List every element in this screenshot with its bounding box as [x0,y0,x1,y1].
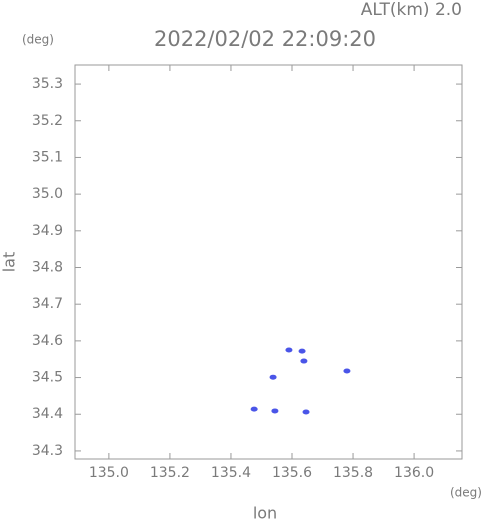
echo-point [343,368,351,374]
x-tick-label: 135.8 [333,465,373,481]
x-axis-label: lon [253,504,277,521]
echo-point [298,348,306,354]
y-unit: (deg) [22,33,54,47]
echo-point [302,409,310,415]
chart-title: 2022/02/02 22:09:20 [154,27,376,51]
echo-point [271,408,279,414]
y-tick-label: 35.0 [32,186,63,202]
y-tick-label: 34.6 [32,333,63,349]
y-tick-label: 34.5 [32,370,63,386]
y-axis-label: lat [0,252,19,273]
echo-point [269,374,277,380]
x-tick-label: 135.6 [272,465,312,481]
echo-point [300,358,308,364]
x-tick-label: 135.0 [89,465,129,481]
y-tick-label: 34.9 [32,223,63,239]
y-tick-label: 34.4 [32,406,63,422]
x-unit: (deg) [450,486,482,500]
y-tick-label: 35.1 [32,149,63,165]
x-tick-label: 136.0 [394,465,434,481]
y-tick-label: 35.2 [32,113,63,129]
x-tick-label: 135.4 [211,465,251,481]
y-tick-label: 35.3 [32,76,63,92]
altitude-label: ALT(km) 2.0 [361,0,462,20]
y-tick-label: 34.8 [32,260,63,276]
echo-point [285,347,293,353]
y-tick-label: 34.3 [32,443,63,459]
plot-frame [74,64,463,460]
echo-point [250,406,258,412]
x-tick-label: 135.2 [150,465,190,481]
y-tick-label: 34.7 [32,296,63,312]
